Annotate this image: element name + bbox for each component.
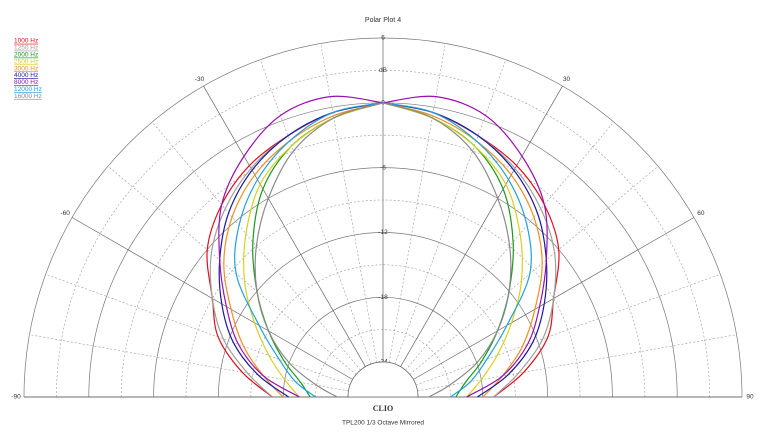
polar-curve (382, 102, 532, 398)
polar-curve (382, 95, 548, 398)
polar-curve (254, 102, 384, 398)
legend-entry: 2000 Hz (14, 52, 38, 59)
legend-entry: 2500 Hz (14, 58, 38, 65)
spoke (400, 85, 563, 367)
polar-curve (206, 102, 384, 398)
spoke (320, 43, 378, 363)
legend-entry: 8000 Hz (14, 79, 38, 86)
angle-tick-label: -30 (195, 76, 205, 83)
r-tick-label: -12 (378, 229, 388, 236)
r-axis-label: dB (379, 67, 387, 74)
angle-tick-label: 30 (563, 76, 571, 83)
spoke (409, 166, 659, 375)
polar-curve (218, 95, 384, 398)
legend-entry: 1250 Hz (14, 45, 38, 52)
r-tick-label: -18 (378, 294, 388, 301)
angle-tick-label: -90 (11, 394, 21, 401)
legend-entry: 4000 Hz (14, 72, 38, 79)
polar-curve (218, 102, 384, 398)
spoke (394, 59, 507, 365)
legend-entry: 1000 Hz (14, 38, 38, 45)
spoke (388, 43, 446, 363)
chart-title: Polar Plot 4 (365, 17, 401, 24)
angle-tick-label: 60 (697, 210, 705, 217)
spoke (415, 273, 721, 386)
spoke (259, 59, 372, 365)
legend-entry: 3000 Hz (14, 65, 38, 72)
polar-curve (243, 102, 384, 398)
polar-curve (382, 102, 548, 398)
minor-ring (120, 134, 646, 398)
angle-tick-label: -60 (60, 210, 70, 217)
polar-curve (382, 102, 543, 398)
polar-curve (382, 102, 523, 398)
legend-entry: 12000 Hz (14, 86, 42, 93)
polar-curve (382, 102, 560, 398)
center-hole (347, 361, 419, 398)
brand: CLIO (373, 404, 393, 413)
r-tick-label: 6 (381, 35, 385, 42)
spoke (45, 273, 351, 386)
spoke (107, 166, 357, 375)
r-tick-label: -6 (380, 164, 386, 171)
polar-curve (234, 102, 384, 398)
legend-entry: 16000 Hz (14, 93, 42, 100)
caption: TPL200 1/3 Octave Mirrored (342, 420, 424, 427)
spoke (203, 85, 366, 367)
angle-tick-label: 90 (746, 394, 754, 401)
polar-curve (223, 102, 384, 398)
polar-curve (382, 102, 512, 398)
